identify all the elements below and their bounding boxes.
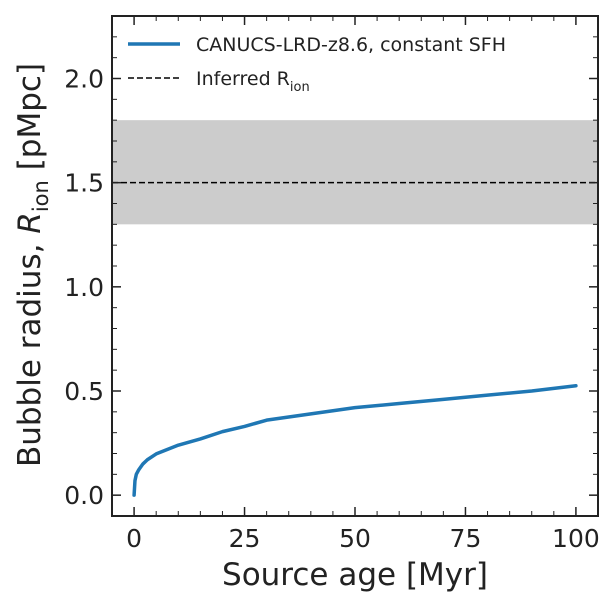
y-axis-label-subscript: ion (29, 180, 53, 212)
series-layer (132, 384, 578, 497)
y-axis-label-main: Bubble radius, (12, 234, 48, 467)
band-layer (112, 120, 598, 225)
x-tick-label: 100 (552, 524, 600, 553)
x-tick-label: 75 (450, 524, 482, 553)
y-tick-label: 0.0 (64, 481, 104, 510)
y-axis-label-units: [pMpc] (12, 63, 48, 180)
y-tick-label: 1.0 (64, 273, 104, 302)
legend-reference-label: Inferred Rion (196, 68, 310, 95)
x-tick-label: 0 (126, 524, 142, 553)
x-tick-label: 50 (339, 524, 371, 553)
plot-frame (111, 15, 599, 517)
legend: CANUCS-LRD-z8.6, constant SFH Inferred R… (128, 34, 506, 95)
legend-reference-label-sub: ion (290, 80, 310, 95)
y-tick-label: 1.5 (64, 169, 104, 198)
tick-layer: 0 25 50 75 100 0.0 0.5 1.0 1.5 2.0 (64, 15, 600, 553)
x-tick-label: 25 (229, 524, 261, 553)
inferred-range-band (112, 120, 598, 225)
legend-reference-label-main: Inferred R (196, 68, 290, 90)
x-axis-label: Source age [Myr] (222, 557, 488, 593)
y-tick-label: 2.0 (64, 65, 104, 94)
y-tick-label: 0.5 (64, 377, 104, 406)
y-axis-label: Bubble radius, Rion [pMpc] (12, 63, 53, 467)
legend-series-label: CANUCS-LRD-z8.6, constant SFH (196, 34, 506, 56)
series-line-0 (132, 384, 578, 497)
y-axis-label-symbol: R (12, 212, 48, 234)
